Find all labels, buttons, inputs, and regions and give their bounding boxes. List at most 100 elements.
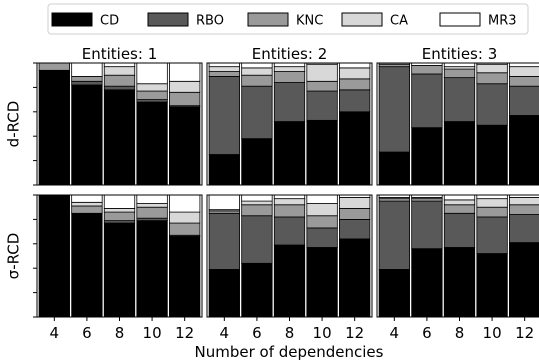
bar-segment-mr3-4 bbox=[208, 194, 240, 211]
bar-segment-knc-8 bbox=[273, 71, 306, 83]
bar-segment-mr3-10 bbox=[306, 194, 338, 204]
legend-label-mr3: MR3 bbox=[488, 14, 517, 29]
legend-label-knc: KNC bbox=[296, 14, 323, 29]
x-tick-label-10: 10 bbox=[483, 324, 502, 342]
bar-segment-cd-6 bbox=[71, 84, 103, 186]
bar-segment-ca-12 bbox=[509, 66, 539, 77]
x-tick-label-12: 12 bbox=[175, 324, 194, 342]
legend-swatch-cd bbox=[51, 12, 93, 27]
bar-segment-cd-6 bbox=[411, 248, 443, 318]
column-title-1: Entities: 1 bbox=[82, 45, 158, 63]
bar-segment-rbo-8 bbox=[273, 216, 306, 246]
bar-segment-mr3-10 bbox=[136, 194, 168, 204]
bar-segment-rbo-6 bbox=[241, 85, 273, 140]
x-tick-label-6: 6 bbox=[82, 324, 92, 342]
bar-segment-rbo-10 bbox=[306, 90, 338, 121]
labels: Entities: 1 Entities: 2 Entities: 3 d-RCD σ-… bbox=[5, 45, 498, 360]
x-tick-label-6: 6 bbox=[422, 324, 432, 342]
legend-swatch-ca bbox=[341, 12, 383, 27]
panel-r1-c2 bbox=[206, 62, 373, 186]
bar-segment-rbo-10 bbox=[476, 83, 508, 126]
bar-segment-rbo-8 bbox=[443, 77, 476, 122]
bar-segment-mr3-12 bbox=[169, 194, 201, 213]
panel-r1-c3 bbox=[376, 62, 539, 186]
bar-segment-ca-12 bbox=[339, 197, 371, 209]
bar-segment-cd-8 bbox=[273, 244, 306, 318]
bar-segment-knc-4 bbox=[208, 71, 240, 77]
bar-segment-mr3-12 bbox=[509, 62, 539, 68]
bar-segment-ca-4 bbox=[208, 66, 240, 72]
bar-segment-mr3-8 bbox=[273, 194, 306, 200]
bar-segment-cd-8 bbox=[443, 247, 476, 318]
bar-segment-rbo-8 bbox=[103, 85, 136, 91]
bar-segment-cd-4 bbox=[38, 194, 70, 318]
bar-segment-knc-6 bbox=[241, 74, 273, 87]
panel-r2-c3: 4 6 8 10 12 bbox=[376, 194, 539, 342]
bar-segment-mr3-8 bbox=[103, 194, 136, 209]
bar-segment-rbo-12 bbox=[339, 89, 371, 113]
bar-segment-ca-12 bbox=[339, 67, 371, 80]
bar-segment-rbo-4 bbox=[208, 212, 240, 270]
bar-segment-mr3-4 bbox=[208, 62, 240, 68]
bar-segment-cd-4 bbox=[378, 151, 410, 186]
bar-segment-mr3-6 bbox=[241, 62, 273, 69]
bar-segment-cd-4 bbox=[208, 269, 240, 318]
bar-segment-ca-8 bbox=[103, 66, 136, 76]
bar-segment-knc-12 bbox=[169, 222, 201, 236]
bar-segment-ca-10 bbox=[306, 203, 338, 217]
x-tick-label-6: 6 bbox=[252, 324, 262, 342]
row-label-1: d-RCD bbox=[5, 101, 23, 148]
bar-segment-mr3-8 bbox=[103, 62, 136, 68]
bar-segment-rbo-10 bbox=[476, 216, 508, 254]
bar-segment-ca-6 bbox=[241, 67, 273, 76]
bar-segment-cd-6 bbox=[241, 138, 273, 186]
bar-segment-mr3-6 bbox=[241, 194, 273, 202]
bar-segment-cd-10 bbox=[306, 247, 338, 318]
bar-segment-rbo-12 bbox=[339, 218, 371, 240]
bar-segment-cd-10 bbox=[306, 119, 338, 186]
x-axis-label: Number of dependencies bbox=[195, 343, 384, 360]
bar-segment-cd-12 bbox=[169, 106, 201, 186]
panel-r2-c1: 4 6 8 10 12 bbox=[33, 194, 203, 342]
bar-segment-ca-10 bbox=[306, 63, 338, 82]
bar-segment-knc-12 bbox=[339, 78, 371, 91]
bar-segment-knc-6 bbox=[411, 65, 443, 75]
bar-segment-mr3-6 bbox=[71, 194, 103, 203]
bar-segment-rbo-12 bbox=[509, 85, 539, 116]
bar-segment-ca-8 bbox=[103, 208, 136, 213]
bar-segment-rbo-8 bbox=[273, 82, 306, 122]
x-tick-label-8: 8 bbox=[115, 324, 125, 342]
bar-segment-cd-10 bbox=[136, 101, 168, 186]
bar-segment-knc-4 bbox=[38, 62, 70, 71]
panel-r2-c2: 4 6 8 10 12 bbox=[206, 194, 373, 342]
legend: CD RBO KNC CA MR3 bbox=[47, 3, 529, 35]
panel-frame bbox=[36, 62, 203, 186]
bar-segment-knc-6 bbox=[71, 76, 103, 82]
bar-segment-mr3-6 bbox=[71, 62, 103, 77]
bar-segment-rbo-10 bbox=[306, 227, 338, 248]
bar-segment-knc-8 bbox=[443, 204, 476, 214]
bar-segment-cd-12 bbox=[509, 242, 539, 318]
x-tick-label-4: 4 bbox=[50, 324, 60, 342]
bar-segment-cd-4 bbox=[208, 154, 240, 186]
panel-frame bbox=[206, 62, 373, 186]
bar-segment-ca-8 bbox=[273, 66, 306, 72]
bar-segment-rbo-6 bbox=[71, 80, 103, 86]
bar-segment-knc-10 bbox=[476, 206, 508, 218]
bar-segment-ca-10 bbox=[476, 198, 508, 208]
panel-frame bbox=[376, 62, 539, 186]
bar-segment-knc-6 bbox=[241, 204, 273, 217]
row-label-2: σ-RCD bbox=[5, 233, 23, 280]
legend-label-ca: CA bbox=[390, 14, 408, 29]
bar-segment-cd-12 bbox=[169, 236, 201, 318]
bar-segment-knc-8 bbox=[273, 204, 306, 218]
bar-segment-rbo-12 bbox=[509, 214, 539, 243]
bar-segment-mr3-12 bbox=[169, 62, 201, 82]
bar-segment-knc-8 bbox=[103, 74, 136, 87]
bar-segment-cd-6 bbox=[241, 262, 273, 318]
panels: 4 6 8 10 12 4 6 8 10 12 4 6 8 10 12 bbox=[33, 62, 539, 342]
x-tick-label-4: 4 bbox=[390, 324, 400, 342]
bar-segment-cd-10 bbox=[476, 124, 508, 186]
bar-segment-ca-10 bbox=[136, 203, 168, 208]
bar-segment-knc-12 bbox=[169, 91, 201, 107]
